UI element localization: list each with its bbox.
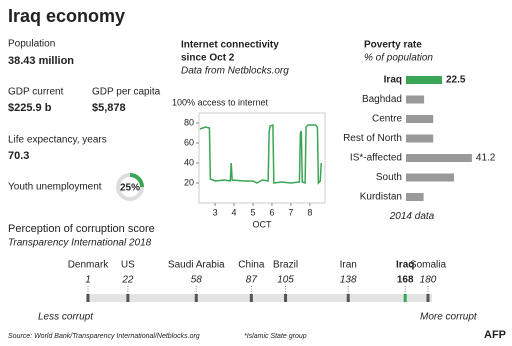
stat-label: Life expectancy, years — [8, 135, 107, 146]
category-label: Kurdistan — [360, 192, 402, 203]
country-label: US — [121, 260, 135, 271]
chart-note: 2014 data — [389, 211, 435, 222]
marker — [86, 294, 90, 302]
country-label: Somalia — [410, 260, 447, 271]
y-tick-label: 40 — [184, 157, 194, 167]
marker — [346, 294, 350, 302]
stat-label: Population — [8, 39, 55, 50]
chart-subtitle: Data from Netblocks.org — [181, 66, 289, 77]
chart-subtitle: % of population — [364, 53, 433, 64]
score-label: 180 — [420, 275, 437, 286]
y-tick-label: 80 — [184, 117, 194, 127]
note: *Islamic State group — [244, 333, 307, 340]
chart-title: Internet connectivity — [181, 40, 279, 51]
y-tick-label: 60 — [184, 137, 194, 147]
x-tick-label: 7 — [288, 207, 293, 217]
marker — [249, 294, 253, 302]
left-label: Less corrupt — [38, 312, 94, 323]
right-label: More corrupt — [420, 312, 478, 323]
chart-subtitle: Transparency International 2018 — [8, 238, 152, 249]
score-label: 168 — [397, 275, 414, 286]
donut-arc — [129, 173, 144, 188]
x-tick-label: 4 — [232, 207, 237, 217]
line — [199, 123, 322, 185]
donut-label: 25% — [120, 183, 140, 194]
y-tick-label: 20 — [184, 177, 194, 187]
bar — [406, 173, 454, 182]
country-label: Iran — [340, 260, 357, 271]
bar — [406, 154, 472, 162]
x-tick-label: 5 — [250, 207, 255, 217]
donut-title: Youth unemployment — [8, 182, 102, 193]
country-label: China — [238, 260, 265, 271]
stat-value: $5,878 — [92, 102, 126, 114]
bar — [406, 115, 434, 123]
marker — [194, 294, 198, 302]
x-axis-label: OCT — [253, 219, 273, 229]
marker — [403, 294, 407, 302]
stat-label: GDP current — [8, 87, 64, 98]
category-label: IS*-affected — [350, 153, 402, 164]
score-label: 1 — [85, 275, 91, 286]
value-label: 22.5 — [446, 75, 466, 86]
x-tick-label: 3 — [213, 207, 218, 217]
scale-track — [86, 294, 432, 302]
marker — [426, 294, 430, 302]
value-label: 41.2 — [476, 153, 496, 164]
category-label: Centre — [372, 114, 402, 125]
score-label: 87 — [246, 275, 258, 286]
category-label: Iraq — [384, 75, 402, 86]
stat-value: 38.43 million — [8, 55, 74, 67]
bar — [406, 95, 425, 104]
bar — [406, 193, 424, 201]
chart-title: Perception of corruption score — [8, 223, 155, 235]
score-label: 105 — [277, 275, 294, 286]
category-label: South — [376, 172, 402, 183]
country-label: Iraq — [396, 260, 414, 271]
marker — [126, 294, 130, 302]
logo: AFP — [484, 329, 506, 341]
title: Iraq economy — [8, 6, 125, 26]
chart-title: Poverty rate — [364, 40, 422, 51]
stat-value: $225.9 b — [8, 102, 52, 114]
category-label: Rest of North — [343, 133, 402, 144]
country-label: Denmark — [68, 260, 110, 271]
stat-value: 70.3 — [8, 150, 29, 162]
x-tick-label: 8 — [307, 207, 312, 217]
country-label: Saudi Arabia — [168, 260, 225, 271]
score-label: 58 — [191, 275, 203, 286]
category-label: Baghdad — [362, 94, 402, 105]
plot-frame — [198, 112, 326, 204]
stat-label: GDP per capita — [92, 87, 161, 98]
chart-title: since Oct 2 — [181, 53, 235, 64]
y-axis-label: 100% access to internet — [172, 97, 269, 107]
bar — [406, 134, 434, 143]
score-label: 138 — [340, 275, 357, 286]
source: Source: World Bank/Transparency Internat… — [8, 333, 200, 340]
country-label: Brazil — [273, 260, 298, 271]
x-tick-label: 6 — [269, 207, 274, 217]
score-label: 22 — [121, 275, 134, 286]
marker — [284, 294, 288, 302]
bar — [406, 76, 442, 84]
